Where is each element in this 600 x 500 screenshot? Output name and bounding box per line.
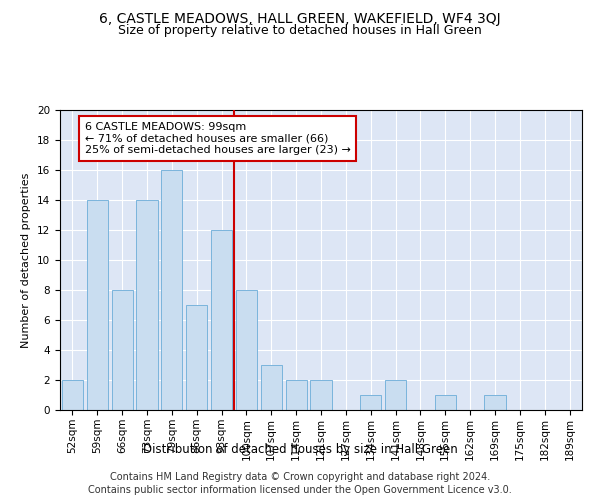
Bar [286,380,307,410]
Bar [484,395,506,410]
Text: Contains HM Land Registry data © Crown copyright and database right 2024.: Contains HM Land Registry data © Crown c… [110,472,490,482]
Text: Distribution of detached houses by size in Hall Green: Distribution of detached houses by size … [143,442,457,456]
Bar [62,380,83,410]
Bar [87,200,108,410]
Text: 6 CASTLE MEADOWS: 99sqm
← 71% of detached houses are smaller (66)
25% of semi-de: 6 CASTLE MEADOWS: 99sqm ← 71% of detache… [85,122,351,155]
Bar [112,290,133,410]
Bar [161,170,182,410]
Text: 6, CASTLE MEADOWS, HALL GREEN, WAKEFIELD, WF4 3QJ: 6, CASTLE MEADOWS, HALL GREEN, WAKEFIELD… [99,12,501,26]
Bar [136,200,158,410]
Bar [186,305,207,410]
Bar [360,395,381,410]
Bar [310,380,332,410]
Bar [385,380,406,410]
Bar [236,290,257,410]
Text: Contains public sector information licensed under the Open Government Licence v3: Contains public sector information licen… [88,485,512,495]
Text: Size of property relative to detached houses in Hall Green: Size of property relative to detached ho… [118,24,482,37]
Bar [261,365,282,410]
Bar [435,395,456,410]
Bar [211,230,232,410]
Y-axis label: Number of detached properties: Number of detached properties [22,172,31,348]
